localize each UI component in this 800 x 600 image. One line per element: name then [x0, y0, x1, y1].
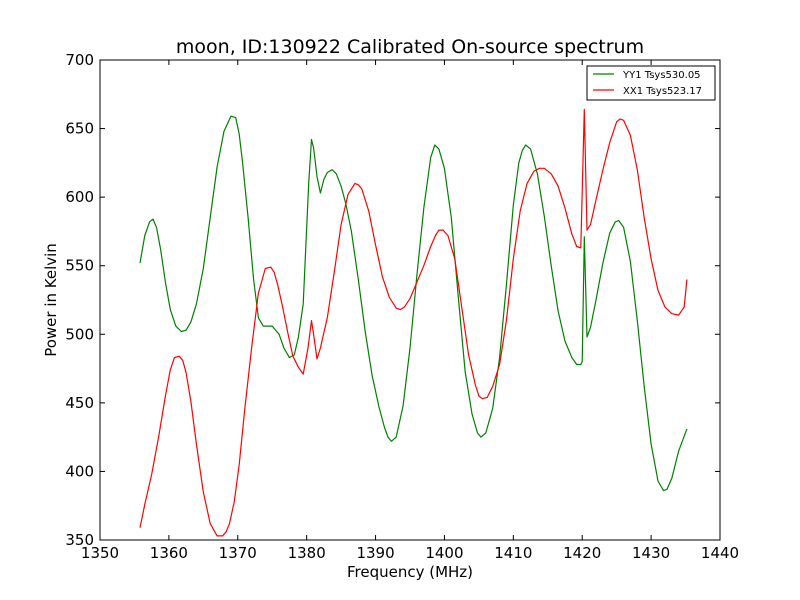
x-tick-label: 1350: [81, 544, 119, 562]
x-tick-label: 1370: [219, 544, 257, 562]
legend-frame: [586, 65, 716, 101]
legend-label-xx1: XX1 Tsys523.17: [623, 86, 702, 97]
x-tick-label: 1400: [425, 544, 463, 562]
x-tick-label: 1440: [701, 544, 739, 562]
ticks-layer: 1350 1360 1370 1380 1390 1400 1410 1420 1430 1440…: [65, 51, 739, 562]
y-tick-label: 650: [65, 120, 94, 138]
x-tick-label: 1430: [632, 544, 670, 562]
legend: YY1 Tsys530.05 XX1 Tsys523.17: [586, 65, 716, 101]
x-axis-label: Frequency (MHz): [347, 563, 473, 581]
y-tick-label: 550: [65, 257, 94, 275]
x-tick-label: 1360: [150, 544, 188, 562]
x-tick-label: 1390: [356, 544, 394, 562]
legend-label-yy1: YY1 Tsys530.05: [622, 70, 701, 81]
y-tick-label: 350: [65, 531, 94, 549]
y-tick-label: 400: [65, 462, 94, 480]
plot-frame: [99, 59, 721, 541]
x-tick-label: 1420: [563, 544, 601, 562]
y-tick-label: 450: [65, 394, 94, 412]
series-line-1: [139, 108, 688, 537]
x-tick-label: 1410: [494, 544, 532, 562]
y-tick-label: 700: [65, 51, 94, 69]
chart-title: moon, ID:130922 Calibrated On-source spe…: [176, 36, 644, 58]
y-tick-label: 600: [65, 188, 94, 206]
series-layer: [139, 108, 688, 537]
y-axis-label: Power in Kelvin: [42, 243, 60, 357]
x-tick-label: 1380: [288, 544, 326, 562]
series-line-0: [139, 115, 688, 492]
y-tick-label: 500: [65, 325, 94, 343]
